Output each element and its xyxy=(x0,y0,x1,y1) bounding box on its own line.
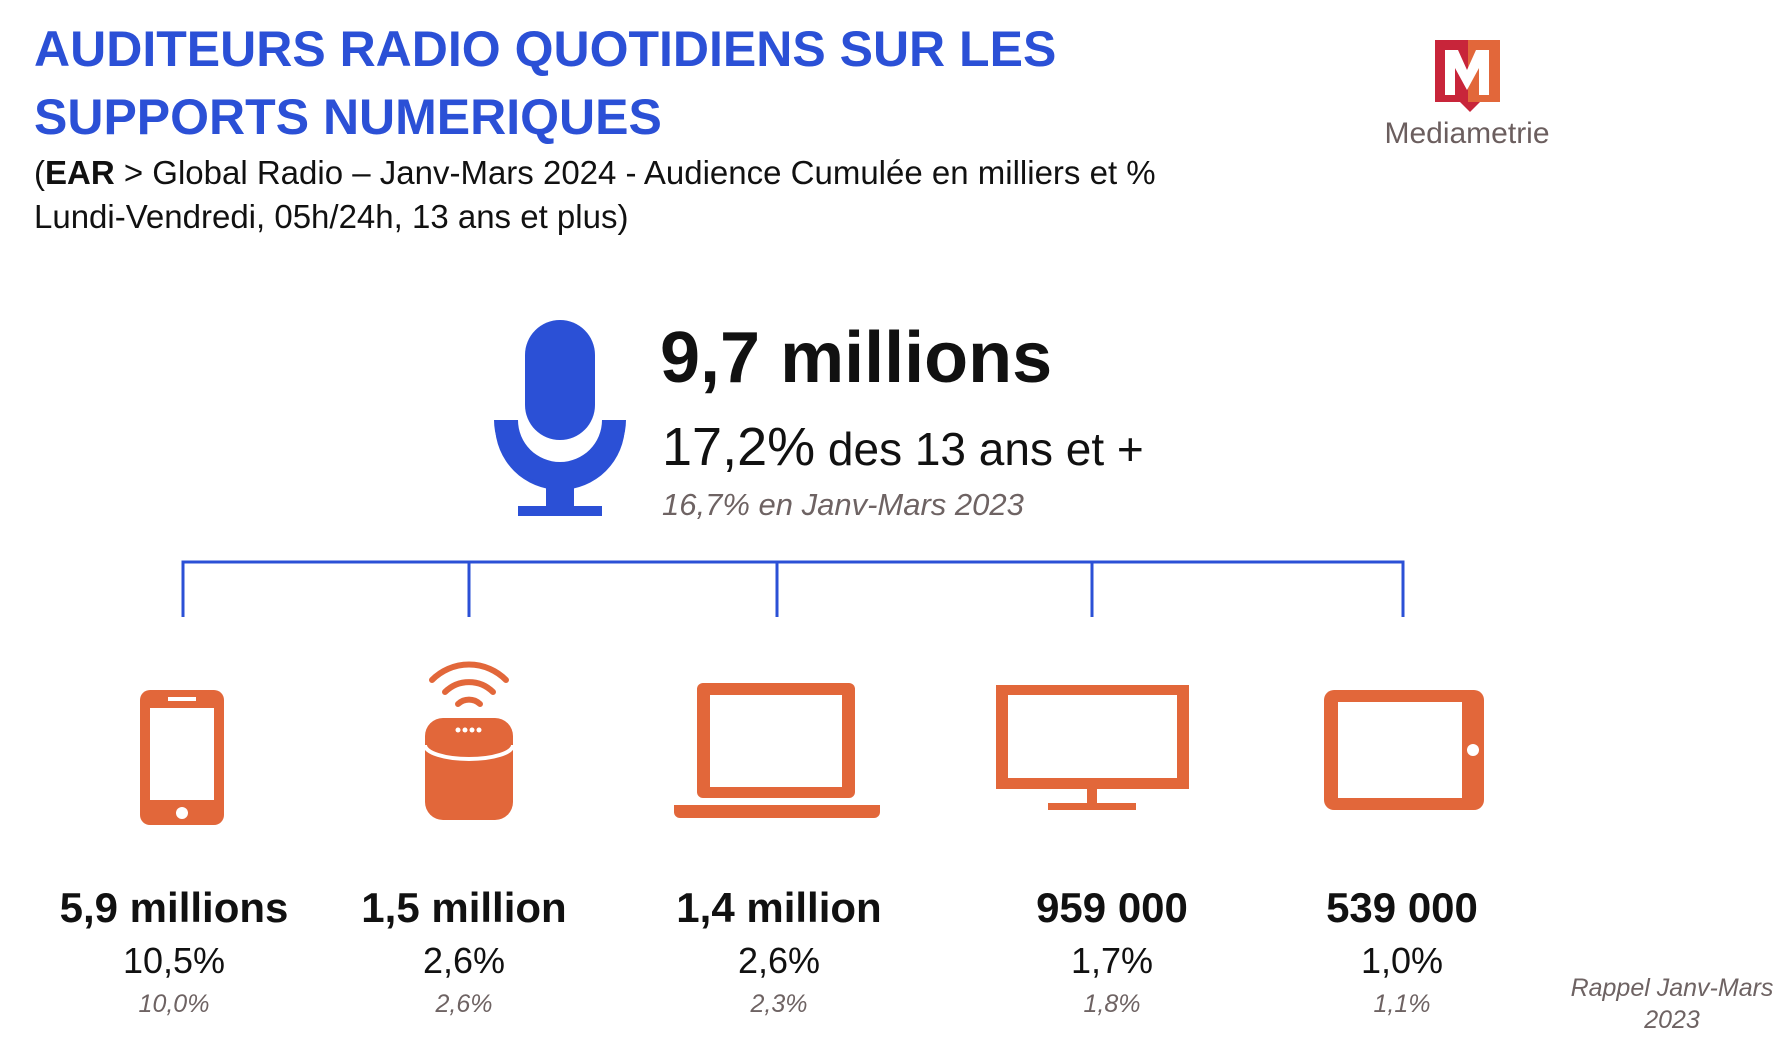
device-value: 5,9 millions xyxy=(60,884,289,931)
subtitle-source: EAR xyxy=(45,154,115,191)
device-percent: 10,5% xyxy=(123,940,225,981)
smartphone-icon xyxy=(140,690,224,825)
device-stats: 5,9 millions 10,5% 10,0% 1,5 million 2,6% 2,6… xyxy=(60,884,1478,1018)
title-line: AUDITEURS RADIO QUOTIDIENS SUR LES xyxy=(34,21,1056,77)
total-previous: 16,7% en Janv-Mars 2023 xyxy=(662,487,1024,522)
connector xyxy=(181,560,1405,617)
title-line: SUPPORTS NUMERIQUES xyxy=(34,89,662,145)
device-percent: 1,7% xyxy=(1071,940,1153,981)
device-value: 959 000 xyxy=(1036,884,1188,931)
total-value: 9,7 millions xyxy=(660,318,1052,398)
device-previous: 10,0% xyxy=(139,990,210,1018)
total-percent-text: des 13 ans et + xyxy=(815,423,1144,475)
microphone-icon xyxy=(494,320,626,516)
logo-text: Mediametrie xyxy=(1384,117,1549,150)
subtitle: (EAR > Global Radio – Janv-Mars 2024 - A… xyxy=(34,154,1156,191)
subtitle-open: ( xyxy=(34,154,45,191)
device-value: 1,5 million xyxy=(361,884,566,931)
monitor-icon xyxy=(996,685,1189,810)
logo-mark xyxy=(1435,40,1500,112)
total-percent-value: 17,2% xyxy=(662,417,815,477)
footnote: 2023 xyxy=(1643,1006,1700,1034)
device-previous: 1,8% xyxy=(1084,990,1141,1018)
smart-speaker-icon xyxy=(423,661,515,820)
laptop-icon xyxy=(674,683,880,818)
device-percent: 2,6% xyxy=(738,940,820,981)
device-percent: 2,6% xyxy=(423,940,505,981)
subtitle-line: Lundi-Vendredi, 05h/24h, 13 ans et plus) xyxy=(34,198,628,235)
device-previous: 2,6% xyxy=(435,990,493,1018)
device-value: 1,4 million xyxy=(676,884,881,931)
device-previous: 2,3% xyxy=(750,990,808,1018)
device-value: 539 000 xyxy=(1326,884,1478,931)
footnote: Rappel Janv-Mars xyxy=(1571,974,1774,1002)
tablet-icon xyxy=(1324,690,1484,810)
device-percent: 1,0% xyxy=(1361,940,1443,981)
subtitle-rest: > Global Radio – Janv-Mars 2024 - Audien… xyxy=(115,154,1156,191)
total-percent: 17,2% des 13 ans et + xyxy=(662,417,1144,477)
device-previous: 1,1% xyxy=(1374,990,1431,1018)
